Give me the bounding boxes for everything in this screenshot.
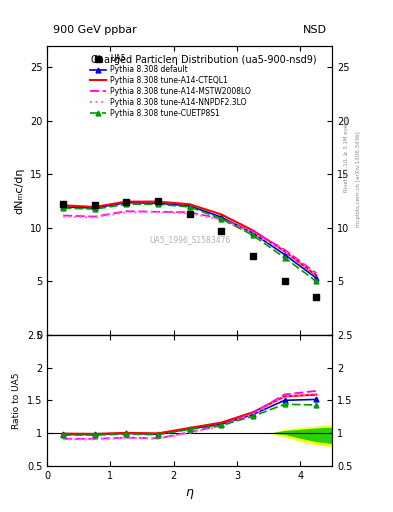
Pythia 8.308 tune-A14-NNPDF2.3LO xyxy=(92,215,97,221)
Text: 900 GeV ppbar: 900 GeV ppbar xyxy=(53,25,137,34)
Pythia 8.308 default xyxy=(251,230,255,236)
Pythia 8.308 tune-A14-CTEQL1 xyxy=(187,201,192,207)
Pythia 8.308 tune-A14-CTEQL1 xyxy=(282,248,287,254)
Text: mcplots.cern.ch [arXiv:1306.3436]: mcplots.cern.ch [arXiv:1306.3436] xyxy=(356,132,361,227)
Line: Pythia 8.308 tune-A14-NNPDF2.3LO: Pythia 8.308 tune-A14-NNPDF2.3LO xyxy=(63,212,316,275)
Pythia 8.308 tune-A14-CTEQL1 xyxy=(156,199,160,205)
Pythia 8.308 tune-A14-MSTW2008LO xyxy=(156,209,160,215)
Pythia 8.308 tune-CUETP8S1 xyxy=(219,216,224,222)
UA5 xyxy=(282,278,287,284)
Pythia 8.308 tune-A14-CTEQL1 xyxy=(61,202,65,208)
UA5 xyxy=(187,211,192,217)
UA5 xyxy=(219,228,224,234)
Pythia 8.308 default xyxy=(282,251,287,258)
Pythia 8.308 default xyxy=(61,204,65,210)
Pythia 8.308 tune-A14-NNPDF2.3LO xyxy=(156,209,160,216)
Pythia 8.308 tune-A14-NNPDF2.3LO xyxy=(314,272,319,278)
Line: Pythia 8.308 tune-A14-CTEQL1: Pythia 8.308 tune-A14-CTEQL1 xyxy=(63,202,316,275)
Pythia 8.308 tune-A14-CTEQL1 xyxy=(219,211,224,218)
Pythia 8.308 tune-A14-NNPDF2.3LO xyxy=(187,210,192,217)
Pythia 8.308 tune-A14-NNPDF2.3LO xyxy=(124,209,129,216)
Pythia 8.308 tune-A14-CTEQL1 xyxy=(124,199,129,205)
Pythia 8.308 tune-A14-MSTW2008LO xyxy=(124,208,129,215)
Line: UA5: UA5 xyxy=(60,198,320,301)
Y-axis label: dNₘᴄ/dη: dNₘᴄ/dη xyxy=(14,167,24,214)
Line: Pythia 8.308 tune-A14-MSTW2008LO: Pythia 8.308 tune-A14-MSTW2008LO xyxy=(63,211,316,273)
Pythia 8.308 tune-A14-NNPDF2.3LO xyxy=(61,214,65,220)
Pythia 8.308 tune-CUETP8S1 xyxy=(156,201,160,207)
Pythia 8.308 tune-A14-CTEQL1 xyxy=(92,204,97,210)
Pythia 8.308 tune-CUETP8S1 xyxy=(251,232,255,239)
UA5 xyxy=(124,199,129,205)
Pythia 8.308 tune-CUETP8S1 xyxy=(187,204,192,210)
Pythia 8.308 tune-A14-MSTW2008LO xyxy=(282,247,287,253)
UA5 xyxy=(61,201,65,207)
Pythia 8.308 tune-CUETP8S1 xyxy=(282,254,287,261)
UA5 xyxy=(251,252,255,259)
Pythia 8.308 default xyxy=(187,203,192,209)
UA5 xyxy=(92,202,97,208)
Pythia 8.308 tune-A14-MSTW2008LO xyxy=(219,216,224,222)
Pythia 8.308 default xyxy=(219,214,224,220)
Pythia 8.308 default xyxy=(156,200,160,206)
Pythia 8.308 tune-CUETP8S1 xyxy=(92,206,97,212)
Pythia 8.308 tune-A14-MSTW2008LO xyxy=(92,214,97,220)
Pythia 8.308 default xyxy=(124,200,129,206)
Pythia 8.308 tune-CUETP8S1 xyxy=(61,205,65,211)
Pythia 8.308 tune-CUETP8S1 xyxy=(124,201,129,207)
Pythia 8.308 tune-A14-NNPDF2.3LO xyxy=(251,230,255,236)
Line: Pythia 8.308 default: Pythia 8.308 default xyxy=(61,200,319,281)
Pythia 8.308 tune-A14-CTEQL1 xyxy=(314,272,319,279)
UA5 xyxy=(314,294,319,301)
Pythia 8.308 default xyxy=(314,275,319,281)
UA5 xyxy=(156,198,160,204)
Pythia 8.308 tune-A14-MSTW2008LO xyxy=(187,209,192,216)
Y-axis label: Ratio to UA5: Ratio to UA5 xyxy=(12,372,21,429)
X-axis label: η: η xyxy=(185,486,194,499)
Legend: UA5, Pythia 8.308 default, Pythia 8.308 tune-A14-CTEQL1, Pythia 8.308 tune-A14-M: UA5, Pythia 8.308 default, Pythia 8.308 … xyxy=(88,53,253,119)
Line: Pythia 8.308 tune-CUETP8S1: Pythia 8.308 tune-CUETP8S1 xyxy=(61,202,319,284)
Pythia 8.308 tune-A14-NNPDF2.3LO xyxy=(282,248,287,254)
Text: NSD: NSD xyxy=(302,25,326,34)
Pythia 8.308 tune-A14-MSTW2008LO xyxy=(61,212,65,219)
Pythia 8.308 default xyxy=(92,205,97,211)
Pythia 8.308 tune-A14-NNPDF2.3LO xyxy=(219,217,224,223)
Text: UA5_1996_S1583476: UA5_1996_S1583476 xyxy=(149,235,230,244)
Pythia 8.308 tune-A14-MSTW2008LO xyxy=(251,228,255,234)
Text: Charged Particleη Distribution (ua5-900-nsd9): Charged Particleη Distribution (ua5-900-… xyxy=(91,55,317,65)
Pythia 8.308 tune-CUETP8S1 xyxy=(314,278,319,284)
Pythia 8.308 tune-A14-MSTW2008LO xyxy=(314,270,319,276)
Text: Rivet 3.1.10, ≥ 3.1M events: Rivet 3.1.10, ≥ 3.1M events xyxy=(344,115,349,192)
Pythia 8.308 tune-A14-CTEQL1 xyxy=(251,227,255,233)
